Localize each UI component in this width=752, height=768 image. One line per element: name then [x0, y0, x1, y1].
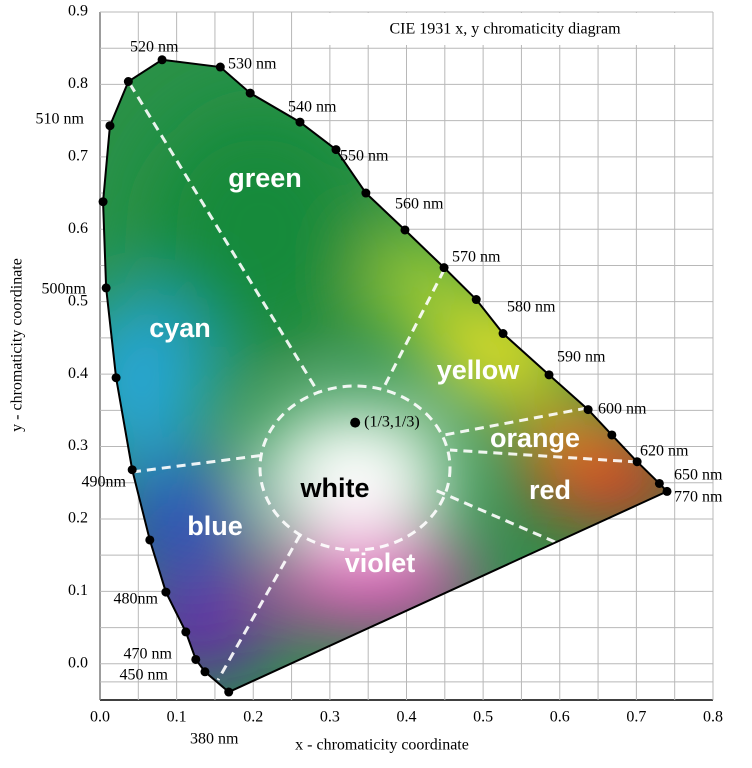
wavelength-point — [439, 263, 449, 273]
wavelength-point — [145, 535, 155, 545]
x-tick-label: 0.4 — [397, 709, 417, 726]
wavelength-label: 520 nm — [130, 39, 179, 56]
region-label: orange — [490, 423, 580, 453]
y-tick-label: 0.7 — [68, 148, 88, 165]
wavelength-point — [98, 197, 108, 207]
wavelength-point — [361, 188, 371, 198]
wavelength-point — [215, 62, 225, 72]
region-label: green — [228, 163, 302, 193]
region-boundaries — [128, 83, 638, 681]
y-tick-label: 0.0 — [68, 654, 88, 671]
wavelength-point — [632, 457, 642, 467]
x-tick-label: 0.3 — [320, 709, 340, 726]
y-tick-label: 0.4 — [68, 365, 88, 382]
y-tick-label: 0.5 — [68, 292, 88, 309]
wavelength-label: 580 nm — [507, 299, 556, 316]
boundary — [449, 448, 638, 464]
wavelength-point — [245, 88, 255, 98]
wavelength-label: 480nm — [114, 591, 159, 608]
region-label: yellow — [437, 355, 521, 385]
boundary — [131, 453, 266, 474]
wavelength-label: 620 nm — [640, 443, 689, 460]
wavelength-label: 540 nm — [288, 99, 337, 116]
y-axis-label: y - chromaticity coordinate — [9, 258, 26, 432]
title-box — [322, 13, 712, 45]
wavelength-label: 510 nm — [36, 111, 85, 128]
wavelength-label: 590 nm — [557, 349, 606, 366]
wavelength-label: 650 nm — [674, 467, 723, 484]
boundary — [383, 269, 446, 386]
wavelength-point — [607, 430, 617, 440]
wavelength-point — [157, 55, 167, 65]
region-label: red — [529, 475, 571, 505]
wavelength-label: 530 nm — [228, 56, 277, 73]
x-tick-label: 0.2 — [243, 709, 263, 726]
wavelength-point — [583, 405, 593, 415]
y-tick-label: 0.9 — [68, 3, 88, 20]
wavelength-point — [662, 486, 672, 496]
wavelength-label: 490nm — [82, 474, 127, 491]
white-point-label: (1/3,1/3) — [364, 413, 420, 430]
boundary — [216, 534, 302, 681]
chart-title: CIE 1931 x, y chromaticity diagram — [389, 21, 621, 38]
y-tick-label: 0.6 — [68, 220, 88, 237]
wavelength-point — [111, 373, 121, 383]
wavelength-point — [331, 145, 341, 155]
wavelength-point — [200, 667, 210, 677]
wavelength-point — [224, 687, 234, 697]
wavelength-label: 470 nm — [124, 646, 173, 663]
boundary — [434, 488, 556, 544]
x-tick-label: 0.8 — [703, 709, 723, 726]
white-point — [350, 417, 361, 428]
y-tick-label: 0.1 — [68, 582, 88, 599]
x-tick-label: 0.1 — [167, 709, 187, 726]
white-boundary — [258, 384, 452, 552]
region-label: white — [299, 473, 369, 503]
wavelength-point — [101, 283, 111, 293]
wavelength-label: 600 nm — [598, 401, 647, 418]
y-tick-label: 0.2 — [68, 510, 88, 527]
boundary — [128, 83, 320, 393]
region-label: blue — [187, 511, 243, 541]
region-label: cyan — [149, 313, 211, 343]
x-tick-label: 0.7 — [626, 709, 646, 726]
wavelength-label: 450 nm — [120, 667, 169, 684]
wavelength-point — [181, 627, 191, 637]
x-tick-label: 0.6 — [550, 709, 570, 726]
color-fill — [103, 59, 668, 693]
wavelength-point — [400, 225, 410, 235]
wavelength-label: 380 nm — [190, 731, 239, 748]
wavelength-point — [191, 654, 201, 664]
wavelength-label: 550 nm — [340, 148, 389, 165]
wavelength-point — [471, 295, 481, 305]
wavelength-label: 500nm — [42, 281, 87, 298]
y-tick-label: 0.8 — [68, 75, 88, 92]
y-tick-label: 0.3 — [68, 437, 88, 454]
wavelength-label: 770 nm — [674, 489, 723, 506]
wavelength-point — [544, 370, 554, 380]
wavelength-point — [654, 478, 664, 488]
wavelength-label: 570 nm — [452, 249, 501, 266]
boundary — [443, 406, 588, 437]
x-axis-label: x - chromaticity coordinate — [295, 737, 469, 754]
wavelength-point — [498, 329, 508, 339]
wavelength-label: 560 nm — [395, 196, 444, 213]
wavelength-point — [105, 121, 115, 131]
wavelength-point — [295, 117, 305, 127]
wavelength-point — [123, 77, 133, 87]
wavelength-point — [161, 587, 171, 597]
region-label: violet — [345, 548, 416, 578]
x-tick-label: 0.5 — [473, 709, 493, 726]
wavelength-point — [127, 465, 137, 475]
x-tick-label: 0.0 — [90, 709, 110, 726]
